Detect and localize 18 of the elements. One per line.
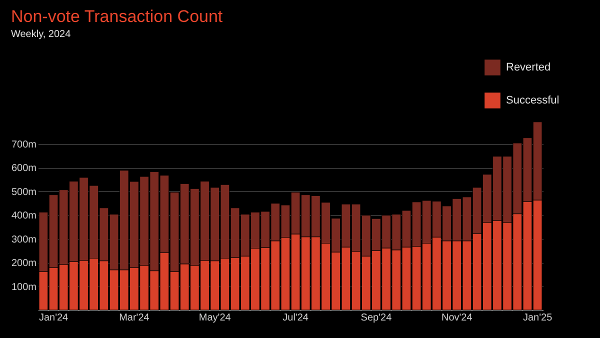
y-tick-label: 600m bbox=[11, 163, 36, 174]
x-tick-label: Mar'24 bbox=[119, 312, 150, 324]
chart-title: Non-vote Transaction Count bbox=[10, 7, 223, 26]
legend-label: Reverted bbox=[506, 62, 551, 74]
chart-subtitle: Weekly, 2024 bbox=[10, 29, 72, 40]
legend-label: Successful bbox=[506, 94, 560, 106]
x-tick-label: May'24 bbox=[198, 312, 232, 324]
x-tick-label: Jan'25 bbox=[522, 312, 553, 324]
y-tick-label: 400m bbox=[11, 210, 36, 222]
x-tick-label: Sep'24 bbox=[360, 312, 392, 324]
x-tick-label: Jul'24 bbox=[282, 312, 309, 324]
y-tick-label: 500m bbox=[11, 186, 36, 198]
y-tick-label: 700m bbox=[11, 139, 36, 150]
x-tick-label: Jan'24 bbox=[38, 312, 69, 324]
y-tick-label: 200m bbox=[11, 258, 36, 269]
y-tick-label: 100m bbox=[11, 282, 36, 293]
y-tick-label: 300m bbox=[11, 234, 36, 246]
x-tick-label: Nov'24 bbox=[441, 312, 473, 324]
